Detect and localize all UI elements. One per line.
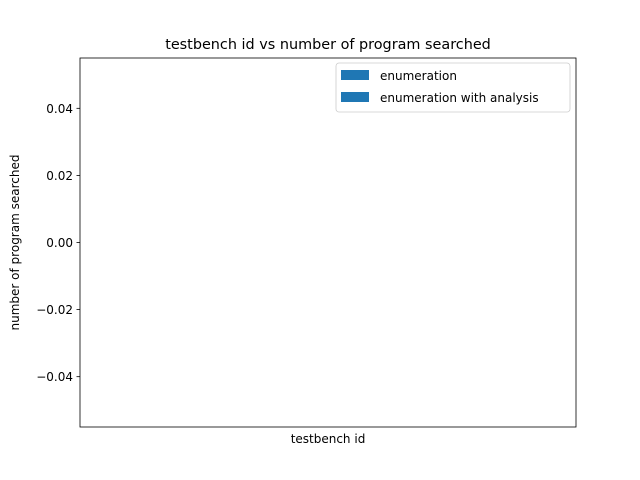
y-tick-label: −0.04	[36, 370, 73, 384]
y-tick-label: 0.00	[46, 236, 73, 250]
y-axis-ticks: 0.04 0.02 0.00 −0.02 −0.04	[36, 102, 80, 384]
legend-swatch	[341, 92, 369, 102]
legend-swatch	[341, 70, 369, 80]
x-axis-label: testbench id	[291, 432, 366, 446]
legend-label: enumeration with analysis	[380, 91, 539, 105]
y-tick-label: 0.04	[46, 102, 73, 116]
y-tick-label: −0.02	[36, 303, 73, 317]
y-axis-label: number of program searched	[8, 155, 22, 331]
legend-label: enumeration	[380, 69, 457, 83]
legend: enumeration enumeration with analysis	[335, 62, 571, 113]
y-tick-label: 0.02	[46, 169, 73, 183]
chart-title: testbench id vs number of program search…	[165, 37, 491, 53]
legend-box	[335, 62, 571, 113]
